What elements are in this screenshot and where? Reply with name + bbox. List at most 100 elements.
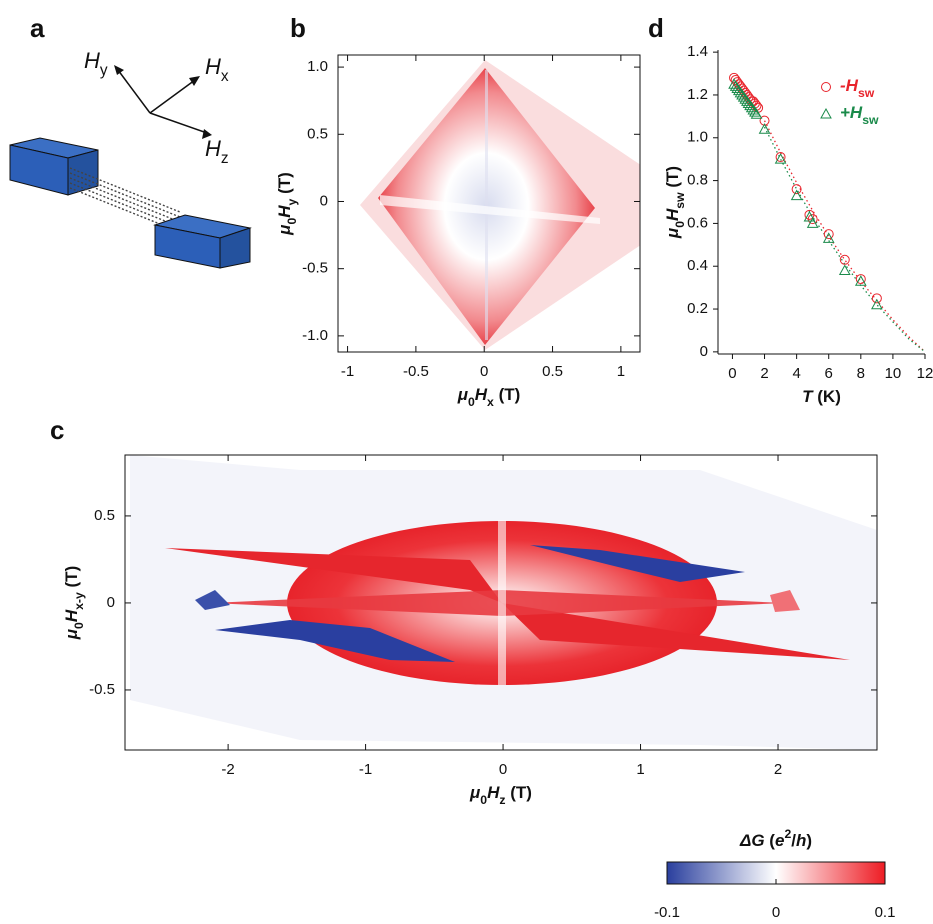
- y-tick-label: 0: [700, 343, 708, 360]
- label-part: 0: [673, 221, 687, 228]
- legend-marker: [820, 107, 832, 119]
- label-part: 0: [468, 395, 475, 409]
- x-axis-label: μ0Hz (T): [469, 783, 532, 807]
- x-tick-label: 10: [885, 365, 902, 382]
- y-tick-label: 1.0: [307, 58, 328, 75]
- y-axis-label: μ0Hsw (T): [663, 166, 687, 239]
- label-part: x-y: [72, 592, 86, 610]
- x-tick-label: 1: [636, 761, 644, 778]
- data-point: [838, 264, 851, 276]
- y-tick-label: 0.8: [687, 172, 708, 189]
- label-part: (T): [275, 172, 294, 198]
- data-point: [822, 232, 835, 243]
- x-tick-label: 0.5: [542, 363, 563, 380]
- x-tick-label: 0: [480, 363, 488, 380]
- label-part: H: [475, 385, 488, 404]
- label-part: μ: [275, 224, 294, 236]
- y-tick-label: 0.6: [687, 214, 708, 231]
- label-part: ): [806, 831, 812, 850]
- label-part: h: [796, 831, 806, 850]
- x-axis-label: μ0Hx (T): [457, 385, 521, 409]
- label-part: +H: [840, 103, 863, 122]
- label-part: μ: [663, 227, 682, 239]
- y-tick-label: 0: [107, 594, 115, 611]
- colorbar-label: ΔG (e2/h): [739, 827, 812, 850]
- label-part: (T): [62, 566, 81, 592]
- label-part: -H: [840, 76, 859, 95]
- label-part: e: [775, 831, 784, 850]
- axis-arrow-label: Hy: [84, 48, 108, 79]
- heatmap-c: [130, 455, 877, 750]
- plot-frame: [337, 54, 641, 353]
- label-part: H: [275, 205, 294, 218]
- y-axis-label: μ0Hx-y (T): [62, 566, 86, 640]
- y-tick-label: 1.4: [687, 43, 708, 60]
- colorbar-tick-label: 0: [772, 904, 780, 921]
- data-point: [823, 229, 834, 240]
- label-part: sw: [858, 86, 875, 100]
- x-tick-label: 0: [499, 761, 507, 778]
- y-tick-label: -1.0: [302, 327, 328, 344]
- colorbar-tick-label: -0.1: [654, 904, 680, 921]
- x-tick-label: 8: [857, 365, 865, 382]
- label-part: H: [487, 783, 500, 802]
- label-part: 2: [784, 827, 791, 841]
- label-part: H: [205, 54, 221, 79]
- x-tick-label: 4: [792, 365, 800, 382]
- x-axis-label: T (K): [802, 387, 841, 406]
- data-point: [807, 214, 818, 225]
- label-part: H: [205, 136, 221, 161]
- x-tick-label: 12: [917, 365, 933, 382]
- data-point: [806, 217, 819, 228]
- x-tick-label: 2: [774, 761, 782, 778]
- panel-label: c: [50, 415, 64, 445]
- x-tick-label: 1: [617, 363, 625, 380]
- legend-label: -Hsw: [840, 76, 875, 100]
- label-part: (: [765, 831, 776, 850]
- label-part: x: [487, 395, 494, 409]
- data-point: [871, 293, 882, 304]
- data-point: [839, 254, 850, 265]
- y-tick-label: -0.5: [302, 260, 328, 277]
- data-point: [790, 189, 803, 201]
- label-part: μ: [62, 628, 81, 640]
- x-tick-label: -0.5: [403, 363, 429, 380]
- label-part: T: [802, 387, 814, 406]
- label-part: z: [499, 793, 505, 807]
- label-part: y: [100, 62, 108, 79]
- y-tick-label: 1.2: [687, 86, 708, 103]
- panel-label: a: [30, 13, 45, 43]
- label-part: sw: [862, 113, 879, 127]
- data-point: [775, 152, 786, 163]
- fit-line: [763, 126, 926, 353]
- x-tick-label: -2: [221, 761, 234, 778]
- label-part: z: [221, 150, 229, 167]
- y-tick-label: 0.5: [94, 507, 115, 524]
- label-part: y: [285, 198, 299, 205]
- heatmap-b: [360, 60, 640, 350]
- label-part: x: [221, 68, 229, 85]
- label-part: 0: [285, 218, 299, 225]
- label-part: μ: [469, 783, 481, 802]
- y-axis-label: μ0Hy (T): [275, 172, 299, 236]
- data-point: [750, 108, 763, 119]
- legend-label: +Hsw: [840, 103, 879, 127]
- panel-label: b: [290, 13, 306, 43]
- colorbar-tick-label: 0.1: [875, 904, 896, 921]
- data-point: [855, 274, 866, 285]
- x-tick-label: 2: [760, 365, 768, 382]
- x-tick-label: 0: [728, 365, 736, 382]
- label-part: H: [62, 609, 81, 622]
- data-point: [791, 184, 802, 195]
- label-part: sw: [673, 192, 687, 209]
- data-point: [774, 153, 787, 164]
- label-part: (T): [506, 783, 532, 802]
- legend-marker: [821, 82, 831, 92]
- label-part: H: [84, 48, 100, 73]
- y-tick-label: 1.0: [687, 129, 708, 146]
- label-part: (T): [494, 385, 520, 404]
- x-tick-label: 6: [825, 365, 833, 382]
- label-part: (T): [663, 166, 682, 192]
- y-tick-label: 0: [320, 192, 328, 209]
